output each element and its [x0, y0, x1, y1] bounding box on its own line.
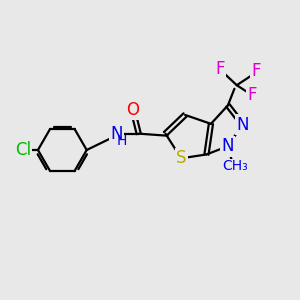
Text: S: S [176, 149, 187, 167]
Text: F: F [215, 60, 225, 78]
Text: H: H [117, 134, 127, 148]
Text: N: N [110, 125, 123, 143]
Text: N: N [236, 116, 249, 134]
Text: O: O [126, 101, 139, 119]
Text: N: N [221, 137, 233, 155]
Text: CH₃: CH₃ [223, 159, 248, 173]
Text: F: F [248, 86, 257, 104]
Text: F: F [252, 62, 261, 80]
Text: Cl: Cl [15, 141, 31, 159]
